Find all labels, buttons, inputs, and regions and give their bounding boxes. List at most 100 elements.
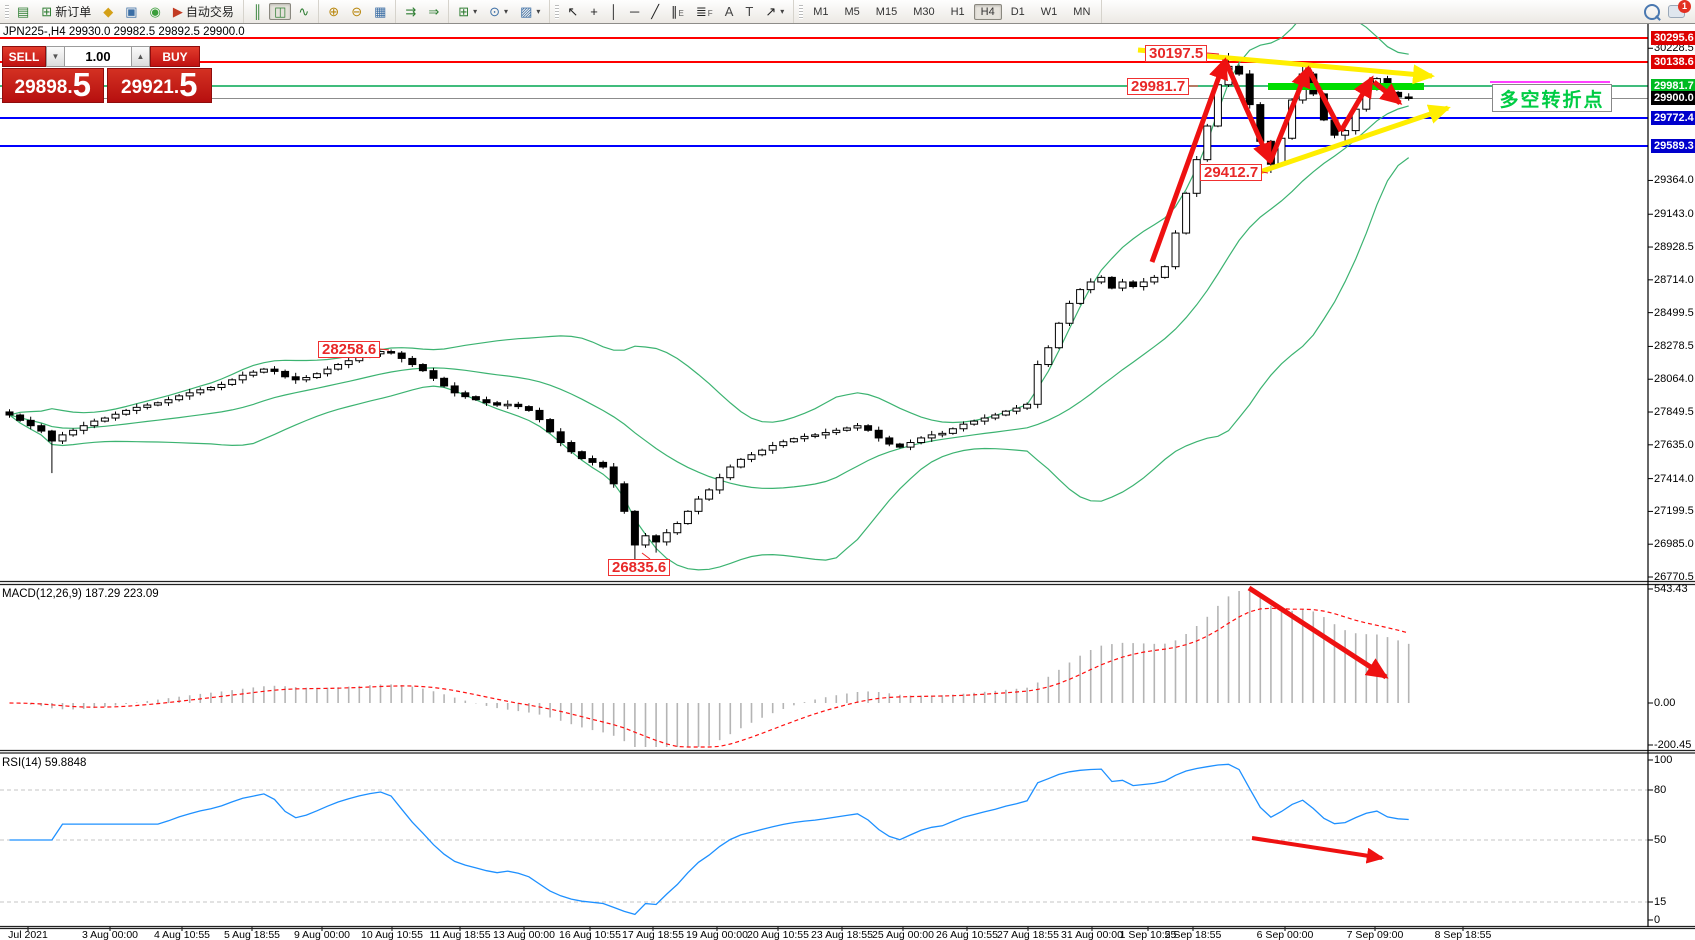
- toolbar-icon-horizontal-line-icon[interactable]: ─: [625, 3, 644, 20]
- buy-price[interactable]: 29921. 5: [106, 68, 212, 103]
- macd-label: MACD(12,26,9) 187.29 223.09: [2, 588, 159, 600]
- toolbar-icon-signals-icon[interactable]: ◉: [145, 3, 166, 20]
- chat-icon[interactable]: 1: [1668, 0, 1691, 18]
- toolbar-icon-tile-windows-icon[interactable]: ▦: [369, 3, 391, 20]
- price-tick: 28714.0: [1654, 273, 1694, 286]
- periods-icon: ⊙: [489, 4, 501, 19]
- time-tick: 17 Aug 18:55: [622, 929, 684, 940]
- arrows-dropdown-icon[interactable]: ▾: [780, 7, 785, 16]
- toolbar-icon-periods-icon[interactable]: ⊙ ▾: [484, 3, 513, 20]
- price-tick: 27414.0: [1654, 472, 1694, 485]
- price-tick: 29364.0: [1654, 174, 1694, 187]
- toolbar-icon-zoom-in-icon[interactable]: ⊕: [323, 3, 344, 20]
- zoom-out-icon: ⊖: [351, 4, 363, 19]
- new-chart-icon: ▤: [17, 4, 30, 19]
- symbol-ohlc-line: JPN225-,H4 29930.0 29982.5 29892.5 29900…: [3, 26, 245, 38]
- toolbar-group-zoom: ⊕ ⊖ ▦: [319, 0, 397, 23]
- toolbar-icon-channel-icon[interactable]: ∥ E: [666, 3, 689, 20]
- timeframe-M30[interactable]: M30: [913, 5, 935, 18]
- timeframe-M5[interactable]: M5: [844, 5, 860, 18]
- volume-down-button[interactable]: ▼: [46, 46, 65, 67]
- toolbar-icon-cursor-icon[interactable]: ↖: [562, 3, 583, 20]
- toolbar-icon-metaeditor-icon[interactable]: ◆: [98, 3, 118, 20]
- volume-up-button[interactable]: ▲: [131, 46, 150, 67]
- templates-dropdown-icon[interactable]: ▾: [536, 7, 541, 16]
- toolbar-icon-candlestick-chart-icon[interactable]: ◫: [269, 3, 292, 20]
- price-row: 29898. 5 29921. 5: [2, 68, 212, 103]
- timeframe-M15[interactable]: M15: [875, 5, 898, 18]
- time-tick: 27 Aug 18:55: [997, 929, 1059, 940]
- toolbar-icon-vertical-line-icon[interactable]: │: [605, 3, 623, 20]
- toolbar-icon-crosshair-icon[interactable]: +: [585, 3, 603, 20]
- price-callout-label[interactable]: 30197.5: [1145, 45, 1208, 62]
- toolbar-icon-arrows-icon[interactable]: ↗ ▾: [760, 3, 789, 20]
- toolbar-icon-terminal-icon[interactable]: ▣: [120, 3, 142, 20]
- toolbar-icon-bar-chart-icon[interactable]: ║: [248, 3, 267, 20]
- timeframe-H4[interactable]: H4: [973, 3, 1002, 20]
- zoom-in-icon: ⊕: [328, 4, 340, 19]
- toolbar-icon-autotrading-icon[interactable]: ▶ 自动交易: [168, 1, 239, 22]
- price-callout-label[interactable]: 29981.7: [1127, 78, 1190, 95]
- price-tag: 30138.6: [1651, 55, 1695, 69]
- toolbar-handle[interactable]: [5, 4, 9, 19]
- toolbar-icon-chart-shift-icon[interactable]: ⇒: [423, 3, 444, 20]
- toolbar-icon-trendline-icon[interactable]: ╱: [646, 3, 664, 20]
- macd-scale-tick: 543.43: [1654, 583, 1688, 595]
- time-tick: 13 Aug 00:00: [493, 929, 555, 940]
- time-tick: 9 Aug 00:00: [293, 929, 351, 940]
- toolbar-icon-fibonacci-icon[interactable]: ≣ F: [691, 3, 718, 20]
- fibonacci-icon: ≣: [695, 4, 707, 19]
- auto-scroll-icon: ⇉: [405, 4, 417, 19]
- text-label-icon: T: [745, 4, 754, 19]
- price-callout-label[interactable]: 28258.6: [318, 341, 381, 358]
- toolbar-icon-auto-scroll-icon[interactable]: ⇉: [400, 3, 421, 20]
- toolbar-handle[interactable]: [555, 4, 560, 19]
- candlestick-chart-icon: ◫: [274, 4, 287, 19]
- sell-price-main: 29898.: [14, 77, 73, 98]
- bar-chart-icon: ║: [252, 4, 263, 19]
- toolbar-icon-new-chart-icon[interactable]: ▤: [12, 3, 34, 20]
- toolbar: ▤ ⊞ 新订单 ◆ ▣ ◉ ▶ 自动交易 ║ ◫ ∿ ⊕ ⊖ ▦ ⇉ ⇒ ⊞ ▾ ⊙ ▾ ▨ ▾ ↖ + │ ─ ╱ ∥ E ≣…: [0, 0, 1695, 24]
- timeframe-D1[interactable]: D1: [1010, 5, 1025, 18]
- sell-button[interactable]: SELL: [2, 46, 46, 67]
- toolbar-icon-text-icon[interactable]: A: [720, 3, 739, 20]
- timeframe-H1[interactable]: H1: [950, 5, 965, 18]
- price-tick: 28064.0: [1654, 373, 1694, 386]
- autotrading-label: 自动交易: [185, 5, 234, 19]
- volume-input[interactable]: [65, 46, 131, 67]
- time-tick: 23 Aug 18:55: [811, 929, 873, 940]
- toolbar-handle[interactable]: [799, 4, 804, 19]
- toolbar-icon-zoom-out-icon[interactable]: ⊖: [346, 3, 367, 20]
- buy-button[interactable]: BUY: [150, 46, 200, 67]
- time-tick: 3 Aug 00:00: [81, 929, 139, 940]
- toolbar-icon-templates-icon[interactable]: ▨ ▾: [515, 3, 545, 20]
- indicators-dropdown-icon[interactable]: ▾: [473, 7, 478, 16]
- price-tick: 27199.5: [1654, 505, 1694, 518]
- toolbar-icon-indicators-icon[interactable]: ⊞ ▾: [453, 3, 482, 20]
- notification-badge: 1: [1678, 0, 1691, 13]
- indicators-icon: ⊞: [458, 4, 470, 19]
- timeframe-W1[interactable]: W1: [1040, 5, 1058, 18]
- price-callout-label[interactable]: 29412.7: [1200, 164, 1263, 181]
- price-tag: 30295.6: [1651, 31, 1695, 45]
- toolbar-icon-new-order-icon[interactable]: ⊞ 新订单: [36, 1, 96, 22]
- toolbar-icon-line-chart-icon[interactable]: ∿: [293, 3, 314, 20]
- macd-scale-tick: -200.45: [1654, 739, 1692, 751]
- sell-price[interactable]: 29898. 5: [2, 68, 104, 103]
- vertical-line-icon: │: [609, 4, 618, 19]
- time-tick: 11 Aug 18:55: [429, 929, 491, 940]
- note-box[interactable]: 多空转折点: [1492, 84, 1612, 112]
- price-callout-label[interactable]: 26835.6: [608, 559, 671, 576]
- search-icon[interactable]: [1644, 3, 1660, 20]
- timeframe-M1[interactable]: M1: [813, 5, 829, 18]
- order-row: SELL ▼ ▲ BUY: [2, 46, 212, 67]
- fibonacci-sub: F: [707, 9, 713, 18]
- timeframe-MN[interactable]: MN: [1073, 5, 1091, 18]
- periods-dropdown-icon[interactable]: ▾: [504, 7, 509, 16]
- rsi-scale-tick: 100: [1654, 754, 1673, 766]
- time-tick: 1 Sep 10:55: [1119, 929, 1177, 940]
- toolbar-icon-text-label-icon[interactable]: T: [740, 3, 758, 20]
- time-tick: 2 Sep 18:55: [1164, 929, 1222, 940]
